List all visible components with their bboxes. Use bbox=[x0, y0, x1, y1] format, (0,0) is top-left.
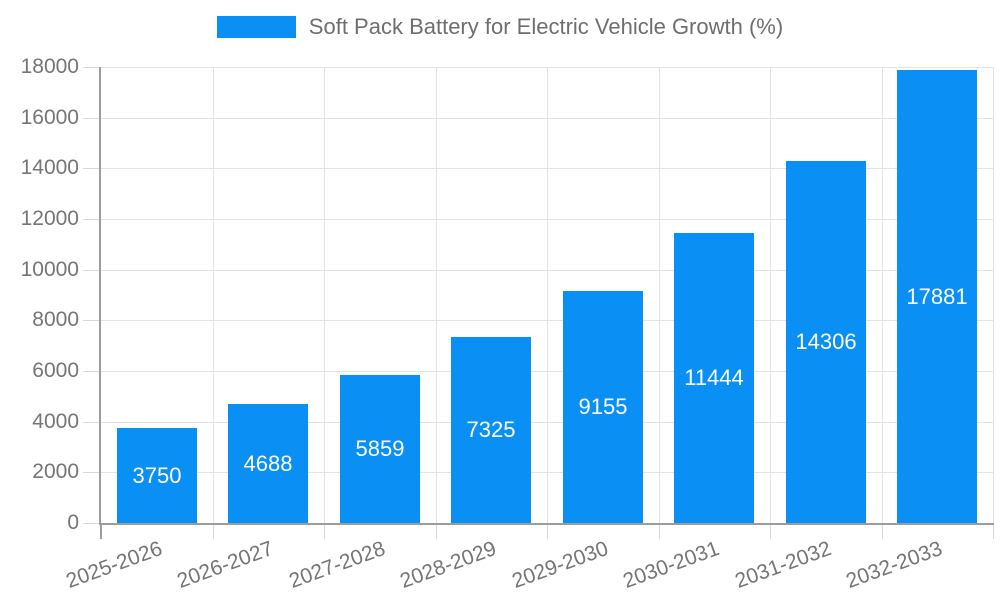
y-tick-label: 14000 bbox=[20, 156, 79, 179]
y-axis-tick bbox=[83, 523, 99, 524]
y-tick-label: 18000 bbox=[20, 55, 79, 78]
x-axis-tick bbox=[659, 523, 660, 539]
x-axis-tick bbox=[882, 523, 883, 539]
x-axis-tick bbox=[547, 523, 548, 539]
y-tick-label: 2000 bbox=[32, 460, 79, 483]
x-tick-label: 2025-2026 bbox=[62, 537, 165, 593]
y-tick-label: 10000 bbox=[20, 258, 79, 281]
x-axis-tick bbox=[993, 523, 994, 539]
bar[interactable] bbox=[563, 291, 643, 523]
x-axis-tick bbox=[213, 523, 214, 539]
x-tick-label: 2028-2029 bbox=[396, 537, 499, 593]
bar[interactable] bbox=[117, 428, 197, 523]
bar[interactable] bbox=[674, 233, 754, 523]
bar[interactable] bbox=[451, 337, 531, 523]
y-tick-label: 12000 bbox=[20, 207, 79, 230]
x-tick-label: 2032-2033 bbox=[842, 537, 945, 593]
y-axis-tick bbox=[83, 320, 99, 321]
x-axis-line bbox=[99, 523, 994, 525]
y-tick-label: 0 bbox=[67, 511, 79, 534]
x-axis-tick bbox=[324, 523, 325, 539]
bar[interactable] bbox=[340, 375, 420, 523]
y-axis-tick bbox=[83, 371, 99, 372]
x-tick-label: 2029-2030 bbox=[508, 537, 611, 593]
v-gridline bbox=[993, 67, 994, 523]
y-tick-label: 8000 bbox=[32, 308, 79, 331]
bar[interactable] bbox=[228, 404, 308, 523]
v-gridline bbox=[659, 67, 660, 523]
y-axis-tick bbox=[83, 118, 99, 119]
x-tick-label: 2027-2028 bbox=[285, 537, 388, 593]
x-tick-label: 2026-2027 bbox=[173, 537, 276, 593]
x-tick-label: 2031-2032 bbox=[731, 537, 834, 593]
v-gridline bbox=[882, 67, 883, 523]
legend: Soft Pack Battery for Electric Vehicle G… bbox=[0, 14, 1000, 40]
y-axis-tick bbox=[83, 270, 99, 271]
y-axis-tick bbox=[83, 472, 99, 473]
v-gridline bbox=[213, 67, 214, 523]
x-axis-tick bbox=[436, 523, 437, 539]
y-axis-tick bbox=[83, 422, 99, 423]
y-axis-tick bbox=[83, 219, 99, 220]
legend-label: Soft Pack Battery for Electric Vehicle G… bbox=[308, 14, 784, 39]
bar[interactable] bbox=[897, 70, 977, 523]
y-axis-tick bbox=[83, 168, 99, 169]
y-tick-label: 16000 bbox=[20, 106, 79, 129]
v-gridline bbox=[547, 67, 548, 523]
y-axis-tick bbox=[83, 67, 99, 68]
x-axis-tick bbox=[770, 523, 771, 539]
y-tick-label: 6000 bbox=[32, 359, 79, 382]
legend-swatch-icon bbox=[216, 16, 296, 38]
v-gridline bbox=[436, 67, 437, 523]
x-axis-tick bbox=[100, 523, 102, 539]
legend-item[interactable]: Soft Pack Battery for Electric Vehicle G… bbox=[216, 14, 784, 40]
y-tick-label: 4000 bbox=[32, 410, 79, 433]
x-tick-label: 2030-2031 bbox=[619, 537, 722, 593]
v-gridline bbox=[770, 67, 771, 523]
bar[interactable] bbox=[786, 161, 866, 523]
v-gridline bbox=[324, 67, 325, 523]
y-axis-line bbox=[99, 67, 101, 523]
